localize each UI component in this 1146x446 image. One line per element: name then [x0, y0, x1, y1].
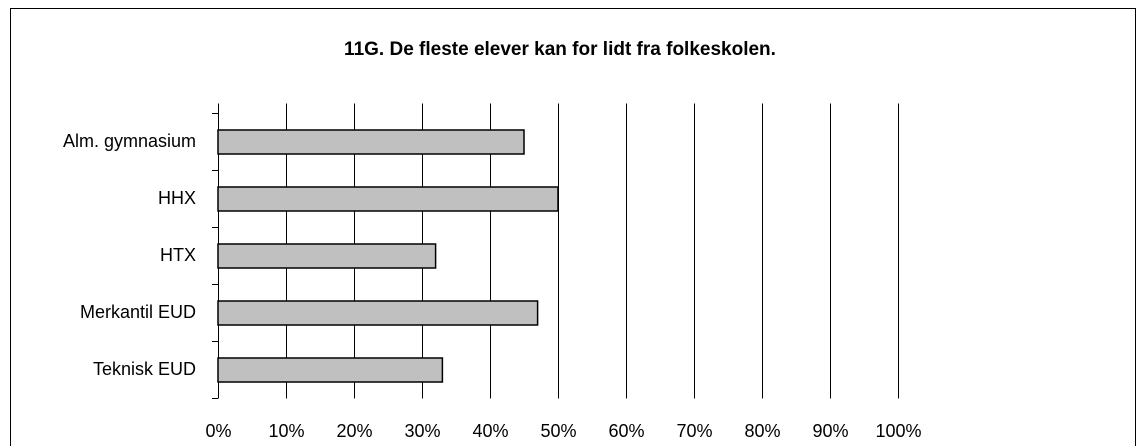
x-tick-label: 90% [812, 421, 848, 441]
y-tick-label: Teknisk EUD [93, 359, 196, 379]
bar [217, 129, 525, 155]
x-tick-label: 10% [268, 421, 304, 441]
chart-border [10, 8, 1136, 446]
y-tick-label: HTX [160, 245, 196, 265]
x-tick-label: 70% [676, 421, 712, 441]
y-tick-label: HHX [158, 188, 196, 208]
x-tick-label: 80% [744, 421, 780, 441]
bar [217, 357, 444, 383]
x-tick-label: 50% [540, 421, 576, 441]
chart-title: 11G. De fleste elever kan for lidt fra f… [344, 39, 776, 60]
x-tick-label: 0% [205, 421, 231, 441]
x-tick-label: 20% [336, 421, 372, 441]
x-tick-label: 60% [608, 421, 644, 441]
bar [217, 243, 437, 269]
bar [217, 300, 539, 326]
y-tick-label: Merkantil EUD [80, 302, 196, 322]
x-tick-label: 30% [404, 421, 440, 441]
y-tick-label: Alm. gymnasium [63, 131, 196, 151]
bar [217, 186, 559, 212]
x-tick-label: 40% [472, 421, 508, 441]
x-tick-label: 100% [875, 421, 921, 441]
